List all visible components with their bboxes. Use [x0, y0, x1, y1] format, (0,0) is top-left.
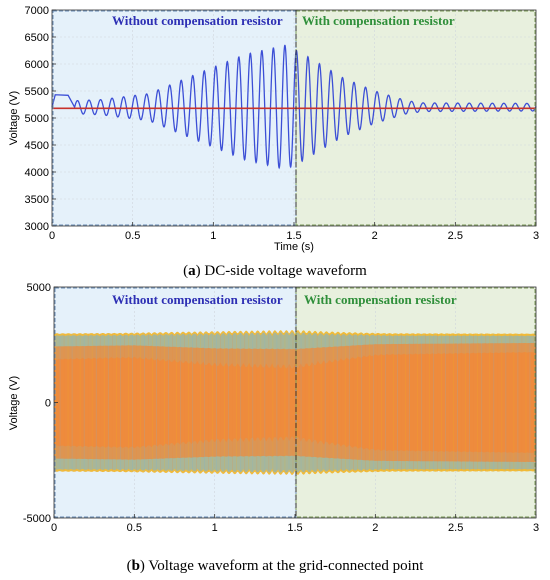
panel-b-x-ticks: 0 0.5 1 1.5 2 2.5 3: [51, 514, 539, 534]
y-tick-label: 3000: [25, 221, 49, 233]
panel-b-caption-prefix: (: [127, 558, 132, 574]
x-tick-label: 2: [372, 522, 378, 534]
x-tick-label: 1.5: [286, 230, 301, 242]
series-band-core: [54, 351, 536, 454]
panel-b-caption-text: ) Voltage waveform at the grid-connected…: [140, 558, 424, 574]
x-tick-label: 3: [533, 230, 539, 242]
y-tick-label: 4500: [25, 140, 49, 152]
y-tick-label: 5500: [25, 86, 49, 98]
panel-a-series: [51, 44, 537, 170]
y-tick-label: 0: [45, 398, 51, 410]
y-tick-label: 7000: [25, 5, 49, 17]
x-tick-label: 1.5: [287, 522, 302, 534]
y-tick-label: 5000: [27, 282, 51, 294]
panel-a-caption-prefix: (: [183, 263, 188, 279]
series-line-dc-voltage: [51, 44, 537, 170]
panel-a-x-ticks: 0 0.5 1 1.5 2 2.5 3: [49, 222, 539, 242]
x-tick-label: 1: [212, 522, 218, 534]
panel-b-ylabel: Voltage (V): [8, 376, 20, 430]
x-tick-label: 2.5: [448, 522, 463, 534]
panel-b-series: [54, 330, 536, 475]
panel-b-caption: (b) Voltage waveform at the grid-connect…: [127, 558, 425, 574]
panel-a-y-ticks: 3000 3500 4000 4500 5000 5500 6000 6500 7000: [25, 5, 56, 233]
panel-a-caption-letter: a: [188, 263, 196, 279]
x-tick-label: 0.5: [127, 522, 142, 534]
panel-a-caption-text: ) DC-side voltage waveform: [196, 263, 368, 279]
panel-b-y-ticks: -5000 0 5000: [23, 282, 58, 525]
x-tick-label: 0: [51, 522, 57, 534]
panel-a-without-label: Without compensation resistor: [112, 13, 283, 28]
y-tick-label: 6000: [25, 59, 49, 71]
panel-b-with-label: With compensation resistor: [304, 292, 457, 307]
panel-a-with-label: With compensation resistor: [302, 13, 455, 28]
y-tick-label: 5000: [25, 113, 49, 125]
panel-a: Without compensation resistor With compe…: [8, 5, 539, 279]
y-tick-label: -5000: [23, 513, 51, 525]
x-tick-label: 1: [210, 230, 216, 242]
x-tick-label: 2: [372, 230, 378, 242]
panel-b: Without compensation resistor With compe…: [8, 282, 539, 574]
panel-a-caption: (a) DC-side voltage waveform: [183, 263, 367, 279]
panel-b-without-label: Without compensation resistor: [112, 292, 283, 307]
y-tick-label: 3500: [25, 194, 49, 206]
x-tick-label: 3: [533, 522, 539, 534]
x-tick-label: 2.5: [448, 230, 463, 242]
y-tick-label: 6500: [25, 32, 49, 44]
x-tick-label: 0: [49, 230, 55, 242]
x-tick-label: 0.5: [125, 230, 140, 242]
panel-a-ylabel: Voltage (V): [8, 91, 20, 145]
y-tick-label: 4000: [25, 167, 49, 179]
panel-a-xlabel: Time (s): [274, 241, 314, 253]
panel-b-caption-letter: b: [132, 558, 140, 574]
